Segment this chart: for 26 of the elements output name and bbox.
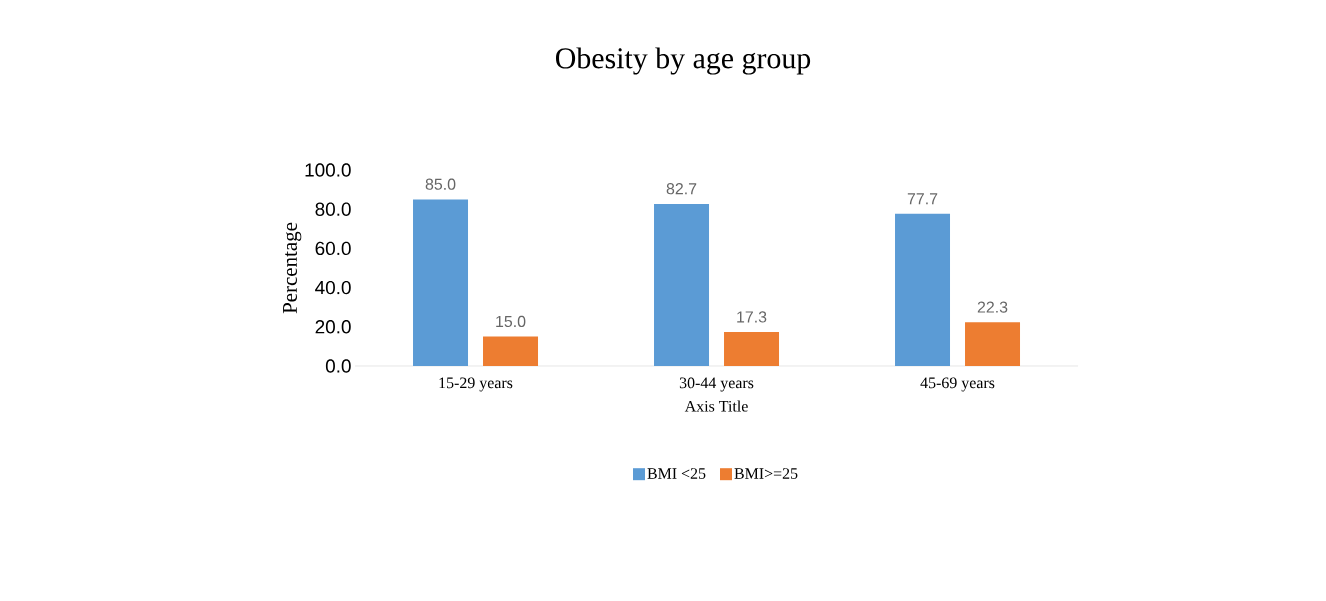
data-label: 82.7 <box>666 183 697 195</box>
y-tick-label: 40.0 <box>315 280 351 295</box>
data-label: 77.7 <box>907 193 938 205</box>
y-tick-label: 60.0 <box>315 241 351 256</box>
x-tick-label: 45-69 years <box>920 377 995 392</box>
x-axis-title: Axis Title <box>684 400 748 412</box>
bar <box>895 213 951 366</box>
data-label: 85.0 <box>425 178 456 190</box>
bar <box>413 199 469 366</box>
data-label: 22.3 <box>977 301 1008 313</box>
y-tick-label: 80.0 <box>315 202 351 216</box>
x-tick-label: 30-44 years <box>679 377 754 392</box>
x-tick-label: 15-29 years <box>439 377 513 392</box>
y-tick-label: 100.0 <box>305 163 351 177</box>
bar <box>724 332 780 366</box>
bar <box>965 322 1021 366</box>
bar <box>654 203 710 366</box>
y-tick-label: 0.0 <box>325 359 351 373</box>
data-label: 15.0 <box>496 315 526 328</box>
bar <box>483 336 539 366</box>
legend-label: BMI>=25 <box>734 468 798 479</box>
y-axis-title: Percentage <box>283 222 302 314</box>
chart-title: Obesity by age group <box>555 47 811 75</box>
y-tick-label: 20.0 <box>315 320 351 334</box>
legend-label: BMI <25 <box>647 468 706 479</box>
data-label: 17.3 <box>737 311 767 323</box>
